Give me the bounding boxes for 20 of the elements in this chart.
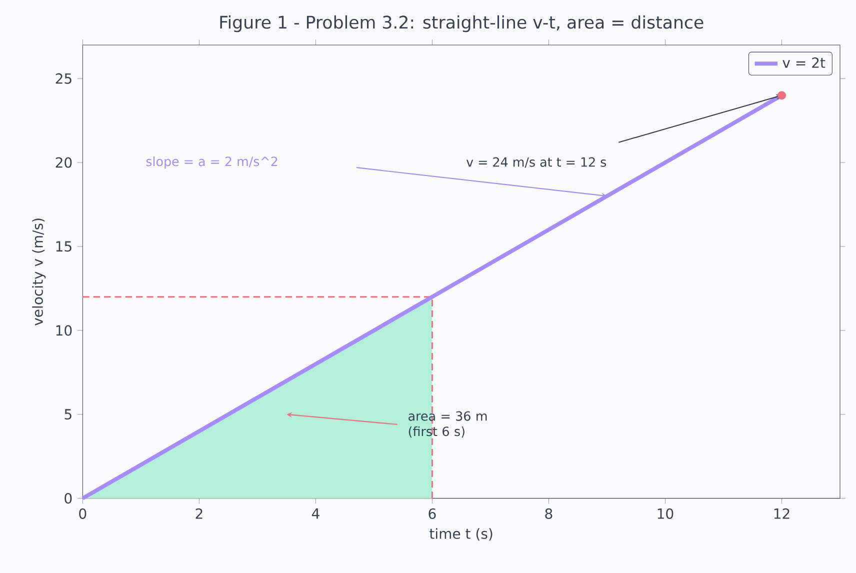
annotation: slope = a = 2 m/s^2: [146, 156, 278, 169]
x-tick-label: 6: [428, 508, 436, 519]
x-tick-label: 2: [196, 508, 202, 519]
legend-label: v = 2t: [782, 57, 826, 68]
annotation: v = 24 m/s at t = 12 s: [466, 157, 606, 168]
y-tick-label: 15: [56, 241, 72, 252]
y-tick-label: 20: [56, 157, 72, 168]
x-tick-label: 8: [545, 508, 552, 519]
x-axis-title: time t (s): [430, 528, 492, 541]
x-tick-label: 0: [79, 508, 86, 519]
x-tick-label: 4: [312, 508, 320, 519]
y-tick-label: 5: [64, 409, 72, 420]
annotation: area = 36 m (first 6 s): [408, 411, 487, 438]
y-tick-label: 10: [56, 325, 72, 336]
y-tick-label: 25: [56, 73, 72, 84]
x-tick-label: 10: [658, 508, 674, 519]
y-axis-title: velocity v (m/s): [32, 218, 46, 326]
y-tick-label: 0: [64, 493, 72, 504]
chart-title: Figure 1 - Problem 3.2: straight-line v-t, area = distance: [220, 15, 704, 32]
x-tick-label: 12: [774, 508, 790, 519]
